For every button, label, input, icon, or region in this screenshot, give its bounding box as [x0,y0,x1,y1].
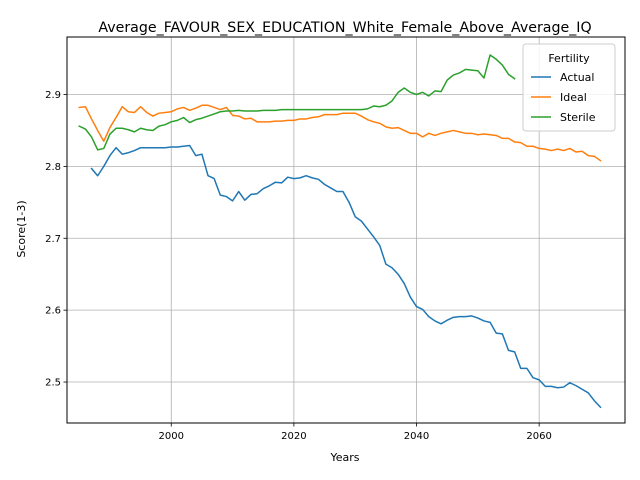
x-tick-label: 2040 [404,431,429,442]
x-tick-label: 2000 [159,431,184,442]
chart-title: Average_FAVOUR_SEX_EDUCATION_White_Femal… [98,20,591,36]
y-axis-label: Score(1-3) [15,200,28,257]
legend-label-sterile: Sterile [560,111,596,124]
y-tick-label: 2.9 [45,90,61,101]
y-tick-label: 2.8 [45,162,61,173]
x-tick-label: 2060 [526,431,551,442]
legend: Fertility Actual Ideal Sterile [523,44,615,131]
x-tick-label: 2020 [281,431,306,442]
y-tick-label: 2.7 [45,234,61,245]
legend-label-actual: Actual [560,71,594,84]
legend-title: Fertility [548,52,590,65]
y-tick-label: 2.5 [45,378,61,389]
y-tick-label: 2.6 [45,306,61,317]
x-axis-label: Years [329,451,359,464]
legend-label-ideal: Ideal [560,91,587,104]
